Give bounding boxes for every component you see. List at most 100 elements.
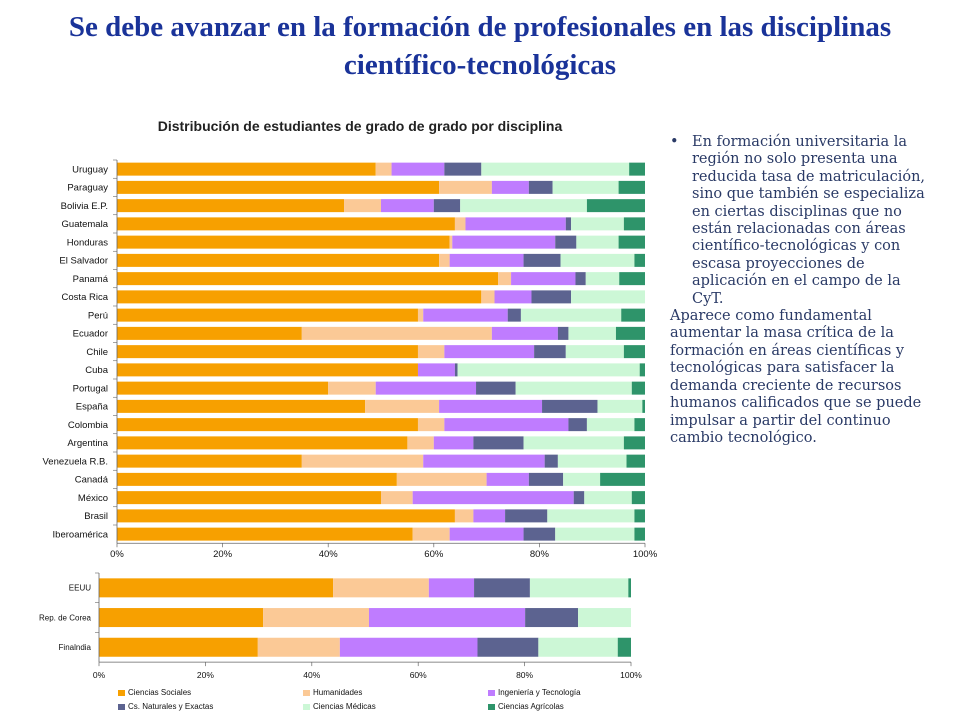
bar-honduras-ciencias-medicas <box>576 235 619 249</box>
bar-paraguay-ciencias-medicas <box>552 180 619 194</box>
bar-bolivia-e-p-ciencias-sociales <box>117 199 345 213</box>
bar-cuba-ciencias-agricolas <box>639 363 645 377</box>
bar-mexico-ciencias-medicas <box>584 491 632 505</box>
slide-title: Se debe avanzar en la formación de profe… <box>68 11 892 81</box>
category-label: Uruguay <box>72 164 108 175</box>
bar-ecuador-cs-naturales-y-exactas <box>557 326 569 340</box>
x-tick-label: 100% <box>620 670 642 680</box>
bar-bolivia-e-p-ingenieria-y-tecnologia <box>381 199 434 213</box>
category-label: Costa Rica <box>62 292 109 303</box>
bar-bolivia-e-p-humanidades <box>344 199 381 213</box>
bar-peru-ingenieria-y-tecnologia <box>423 308 508 322</box>
legend-label: Humanidades <box>313 688 363 697</box>
bar-chile-humanidades <box>417 345 445 359</box>
legend-item-ciencias-medicas: Ciencias Médicas <box>303 702 376 711</box>
bar-portugal-cs-naturales-y-exactas <box>476 381 516 395</box>
bar-uruguay-cs-naturales-y-exactas <box>444 162 482 176</box>
bar-peru-humanidades <box>417 308 424 322</box>
bar-uruguay-ciencias-medicas <box>481 162 630 176</box>
legend-label: Ciencias Médicas <box>313 702 376 711</box>
bar-venezuela-r-b-cs-naturales-y-exactas <box>544 454 558 468</box>
bar-peru-ciencias-sociales <box>117 308 418 322</box>
category-label: Perú <box>88 310 108 321</box>
chart-1-group: Uruguay Paraguay Bolivia E.P. Guatemala Hond… <box>43 159 658 560</box>
category-label: Venezuela R.B. <box>43 456 109 467</box>
bar-canada-cs-naturales-y-exactas <box>528 472 564 486</box>
bar-bolivia-e-p-ciencias-agricolas <box>586 199 645 213</box>
bar-finalndia-ciencias-agricolas <box>617 637 631 657</box>
bar-rep-de-corea-cs-naturales-y-exactas <box>525 608 579 628</box>
category-label: EEUU <box>69 584 91 593</box>
x-tick-label: 80% <box>516 670 533 680</box>
bar-iberoamerica-ingenieria-y-tecnologia <box>449 527 524 541</box>
bar-espana-ciencias-medicas <box>597 399 643 413</box>
bar-espana-humanidades <box>365 399 440 413</box>
bar-costa-rica-cs-naturales-y-exactas <box>531 290 572 304</box>
category-label: Canadá <box>75 475 109 486</box>
category-label: Paraguay <box>67 183 108 194</box>
bar-cuba-ciencias-medicas <box>457 363 640 377</box>
bar-colombia-ciencias-medicas <box>586 418 635 432</box>
bar-finalndia-humanidades <box>257 637 340 657</box>
bar-rep-de-corea-ciencias-sociales <box>99 608 264 628</box>
bar-colombia-ingenieria-y-tecnologia <box>444 418 569 432</box>
bar-mexico-ciencias-agricolas <box>631 491 645 505</box>
bar-cuba-ingenieria-y-tecnologia <box>417 363 455 377</box>
bar-colombia-ciencias-sociales <box>117 418 418 432</box>
x-tick-label: 80% <box>530 549 550 560</box>
bar-ecuador-ciencias-sociales <box>117 326 302 340</box>
category-label: Guatemala <box>62 219 109 230</box>
legend-item-humanidades: Humanidades <box>303 688 362 697</box>
bar-rep-de-corea-humanidades <box>263 608 369 628</box>
bar-peru-ciencias-medicas <box>520 308 622 322</box>
category-label: México <box>78 493 108 504</box>
bar-finalndia-ciencias-sociales <box>99 637 258 657</box>
bar-chile-ciencias-sociales <box>117 345 418 359</box>
bar-mexico-humanidades <box>381 491 413 505</box>
category-label: Honduras <box>67 237 108 248</box>
bar-uruguay-ciencias-agricolas <box>629 162 645 176</box>
bar-eeuu-ciencias-agricolas <box>628 578 631 598</box>
bar-honduras-ciencias-sociales <box>117 235 450 249</box>
side-paragraph-2: Aparece como fundamental aumentar la mas… <box>670 308 922 446</box>
category-label: Argentina <box>67 438 108 449</box>
category-label: Panamá <box>73 274 109 285</box>
x-tick-label: 20% <box>197 670 214 680</box>
bar-el-salvador-ciencias-sociales <box>117 253 440 267</box>
bar-cuba-ciencias-sociales <box>117 363 418 377</box>
bar-chile-cs-naturales-y-exactas <box>534 345 566 359</box>
bar-costa-rica-ciencias-sociales <box>117 290 482 304</box>
bar-portugal-humanidades <box>328 381 376 395</box>
bar-el-salvador-humanidades <box>439 253 450 267</box>
bar-venezuela-r-b-ciencias-sociales <box>117 454 302 468</box>
chart-title: Distribución de estudiantes de grado de … <box>157 118 563 134</box>
category-label: Ecuador <box>73 329 108 340</box>
bar-bolivia-e-p-ciencias-medicas <box>460 199 587 213</box>
bar-espana-cs-naturales-y-exactas <box>542 399 598 413</box>
bar-el-salvador-cs-naturales-y-exactas <box>523 253 561 267</box>
legend-swatch <box>303 689 310 696</box>
legend-label: Ingeniería y Tecnología <box>498 688 581 697</box>
bar-eeuu-cs-naturales-y-exactas <box>474 578 530 598</box>
x-tick-label: 40% <box>319 549 339 560</box>
bar-brasil-ciencias-medicas <box>547 509 635 523</box>
legend-swatch <box>488 689 495 696</box>
category-label: España <box>76 402 109 413</box>
bar-colombia-cs-naturales-y-exactas <box>568 418 587 432</box>
legend-swatch <box>303 703 310 710</box>
bar-colombia-ciencias-agricolas <box>634 418 645 432</box>
bar-honduras-ingenieria-y-tecnologia <box>452 235 556 249</box>
side-text: • En formación universitaria la región n… <box>670 134 928 447</box>
bar-iberoamerica-ciencias-sociales <box>117 527 413 541</box>
category-label: Finalndia <box>59 643 92 652</box>
bar-panama-ciencias-medicas <box>585 272 620 286</box>
bar-bolivia-e-p-cs-naturales-y-exactas <box>433 199 461 213</box>
bar-venezuela-r-b-ingenieria-y-tecnologia <box>423 454 545 468</box>
legend-item-ingenieria-y-tecnologia: Ingeniería y Tecnología <box>488 688 581 697</box>
bar-guatemala-cs-naturales-y-exactas <box>565 217 572 231</box>
bar-ecuador-humanidades <box>301 326 492 340</box>
bar-venezuela-r-b-ciencias-medicas <box>557 454 627 468</box>
bar-panama-cs-naturales-y-exactas <box>575 272 586 286</box>
legend-swatch <box>118 703 125 710</box>
bar-guatemala-humanidades <box>454 217 466 231</box>
